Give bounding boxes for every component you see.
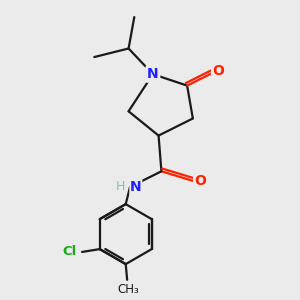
Text: N: N [130,180,142,194]
Text: H: H [116,181,125,194]
Text: N: N [147,67,159,81]
Text: O: O [213,64,224,78]
Text: O: O [195,174,206,188]
Text: CH₃: CH₃ [118,283,140,296]
Text: Cl: Cl [63,245,77,259]
